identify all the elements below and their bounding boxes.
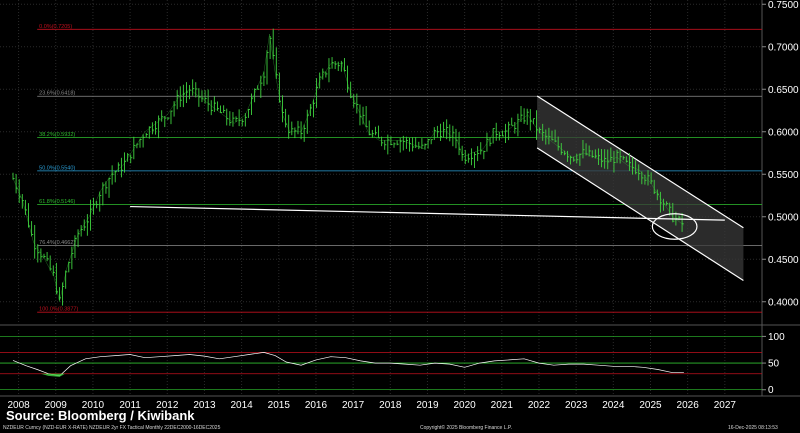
- x-tick-label: 2013: [193, 400, 216, 411]
- price-line: [12, 33, 685, 302]
- rsi-line: [12, 352, 684, 377]
- fib-level-label: 23.6%(0.6418): [39, 91, 75, 97]
- main-grid: [0, 0, 800, 396]
- x-tick-label: 2008: [7, 400, 30, 411]
- y-tick-label: 0.4000: [768, 297, 799, 308]
- x-tick-label: 2009: [45, 400, 68, 411]
- fib-level-label: 76.4%(0.4662): [39, 240, 75, 246]
- x-tick-label: 2019: [416, 400, 439, 411]
- footer-timestamp: 16-Dec-2025 08:13:53: [728, 425, 778, 431]
- y-tick-label: 0.5500: [768, 170, 799, 181]
- rsi-tick-label: 0: [768, 385, 774, 396]
- fibonacci-levels: 0.0%(0.7205) 23.6%(0.6418) 38.2%(0.5932) 50…: [37, 24, 762, 313]
- rsi-oversold-fill: [40, 373, 66, 377]
- rsi-y-axis: 0 50 100: [762, 332, 785, 396]
- fib-level-label: 61.8%(0.5146): [39, 199, 75, 205]
- fib-level-label: 38.2%(0.5932): [39, 132, 75, 138]
- x-tick-label: 2014: [230, 400, 253, 411]
- y-tick-label: 0.6000: [768, 127, 799, 138]
- x-tick-label: 2025: [639, 400, 662, 411]
- fib-level-label: 50.0%(0.5540): [39, 165, 75, 171]
- x-tick-label: 2021: [491, 400, 514, 411]
- footer-copyright: Copyright© 2025 Bloomberg Finance L.P.: [420, 425, 512, 431]
- x-tick-label: 2011: [119, 400, 141, 411]
- channel-upper-line: [536, 95, 744, 229]
- y-tick-label: 0.6500: [768, 85, 799, 96]
- x-axis: 2008 2009 2010 2011 2012 2013 2014 2015 2016 2017…: [7, 400, 736, 411]
- y-tick-label: 0.7000: [768, 42, 799, 53]
- x-tick-label: 2017: [342, 400, 365, 411]
- annotations: [130, 205, 725, 240]
- x-tick-label: 2010: [82, 400, 105, 411]
- x-tick-label: 2026: [677, 400, 700, 411]
- highlight-ellipse: [651, 213, 698, 240]
- y-tick-label: 0.4500: [768, 255, 799, 266]
- rsi-tick-label: 100: [768, 332, 785, 343]
- x-tick-label: 2018: [379, 400, 402, 411]
- footer-security-info: NZDEUR Curncy (NZD-EUR X-RATE) NZDEUR 2y…: [3, 425, 221, 431]
- rsi-tick-label: 50: [768, 359, 780, 370]
- support-trendline: [130, 205, 725, 221]
- x-tick-label: 2024: [602, 400, 625, 411]
- x-tick-label: 2022: [528, 400, 551, 411]
- price-series: [12, 28, 685, 306]
- x-tick-label: 2012: [156, 400, 179, 411]
- x-tick-label: 2020: [454, 400, 477, 411]
- channel-lower-line: [536, 147, 744, 282]
- x-tick-label: 2016: [305, 400, 328, 411]
- source-label: Source: Bloomberg / Kiwibank: [3, 408, 198, 423]
- x-tick-label: 2015: [268, 400, 291, 411]
- y-tick-label: 0.5000: [768, 212, 799, 223]
- fib-level-label: 100.0%(0.3877): [39, 307, 78, 313]
- y-tick-label: 0.7500: [768, 0, 799, 11]
- rsi-series: [12, 352, 684, 377]
- x-tick-label: 2023: [565, 400, 588, 411]
- fib-level-label: 0.0%(0.7205): [39, 24, 72, 30]
- main-y-axis: 0.4000 0.4500 0.5000 0.5500 0.6000 0.6500 0.70…: [762, 0, 799, 308]
- x-tick-label: 2027: [714, 400, 737, 411]
